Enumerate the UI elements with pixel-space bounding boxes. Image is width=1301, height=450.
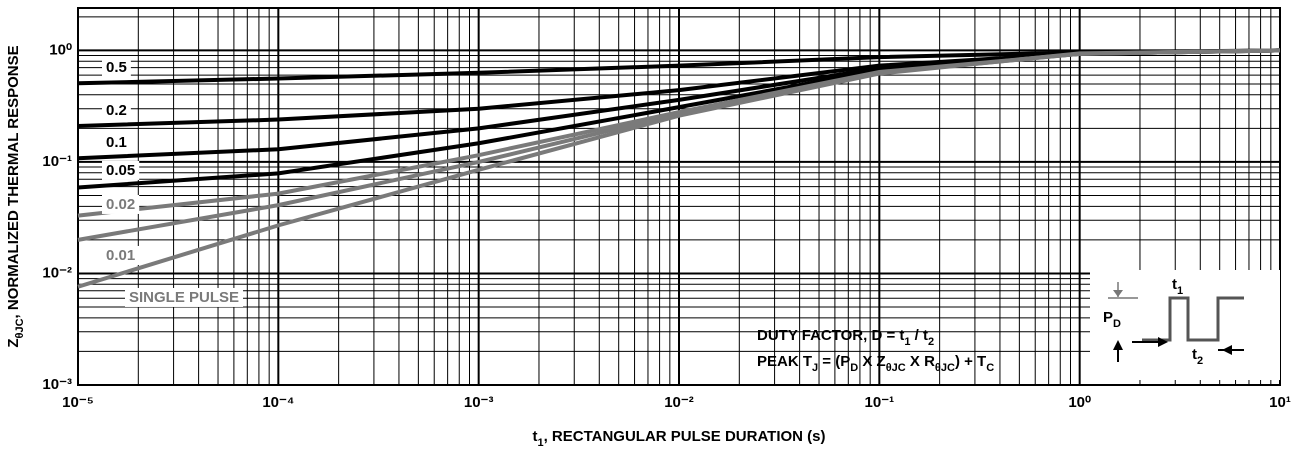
x-tick-label: 10⁻³ [464,394,494,411]
series-line [77,48,1281,289]
text-part: / t [911,327,929,344]
x-tick-label: 10⁻⁴ [262,394,294,411]
label-bg [102,160,140,180]
series-label: 0.02 [106,196,135,213]
text-part: J [812,362,818,374]
series-label: 0.01 [106,247,135,264]
text-part: 2 [1197,355,1203,367]
label-bg [102,132,131,152]
text-part: DUTY FACTOR, D = t [757,327,904,344]
text-part: 1 [537,437,543,449]
y-tick-label: 10⁻¹ [42,153,72,170]
text-part: θJC [935,362,955,374]
x-tick-label: 10⁻⁵ [62,394,94,411]
text-part: t [532,428,537,445]
annotation: DUTY FACTOR, D = t1 / t2 [757,327,934,348]
x-tick-label: 10⁰ [1068,394,1091,411]
text-part: t [1172,276,1177,293]
pulse-label: PD [1103,309,1121,330]
series-label: 0.2 [106,102,127,119]
lines [77,48,1281,289]
label-bg [102,245,140,265]
text-part: ) + T [955,353,986,370]
text-part: , NORMALIZED THERMAL RESPONSE [5,45,22,318]
text-part: D [850,362,858,374]
series-label: 0.5 [106,59,127,76]
text-part: = (P [818,353,850,370]
series-label: 0.1 [106,134,127,151]
label-bg [102,194,140,214]
text-part: Z [5,338,22,347]
x-axis-label: t1, RECTANGULAR PULSE DURATION (s) [532,428,825,449]
text-part: X Z [858,353,886,370]
text-part: t [1192,346,1197,363]
text-part: θJC [886,362,906,374]
text-part: θJC [14,318,26,338]
text-part: 1 [1177,285,1183,297]
pulse-label: t2 [1192,346,1203,367]
annotation: PEAK TJ = (PD X ZθJC X RθJC) + TC [757,353,994,374]
label-bg [125,287,244,307]
grid [77,7,1281,386]
x-tick-label: 10¹ [1269,394,1291,411]
pulse-diagram [1090,270,1280,380]
y-tick-label: 10⁻² [42,264,72,281]
label-bg [102,57,131,77]
label-bg [102,100,131,120]
text-part: , RECTANGULAR PULSE DURATION (s) [544,428,826,445]
pulse-label: t1 [1172,276,1183,297]
text-part: 1 [904,336,910,348]
text-part: P [1103,309,1113,326]
text-part: C [986,362,994,374]
series-label: SINGLE PULSE [129,289,239,306]
x-tick-label: 10⁻¹ [865,394,895,411]
text-part: PEAK T [757,353,812,370]
x-tick-label: 10⁻² [664,394,694,411]
text-part: 2 [928,336,934,348]
text-part: D [1113,318,1121,330]
y-axis-label: ZθJC, NORMALIZED THERMAL RESPONSE [5,45,26,347]
y-tick-label: 10⁰ [49,41,72,58]
y-tick-label: 10⁻³ [42,376,72,393]
series-label: 0.05 [106,162,135,179]
text-part: X R [906,353,935,370]
labels: 0.5 0.2 0.1 0.05 0.02 0.01 SINGLE PULSE [102,57,244,307]
